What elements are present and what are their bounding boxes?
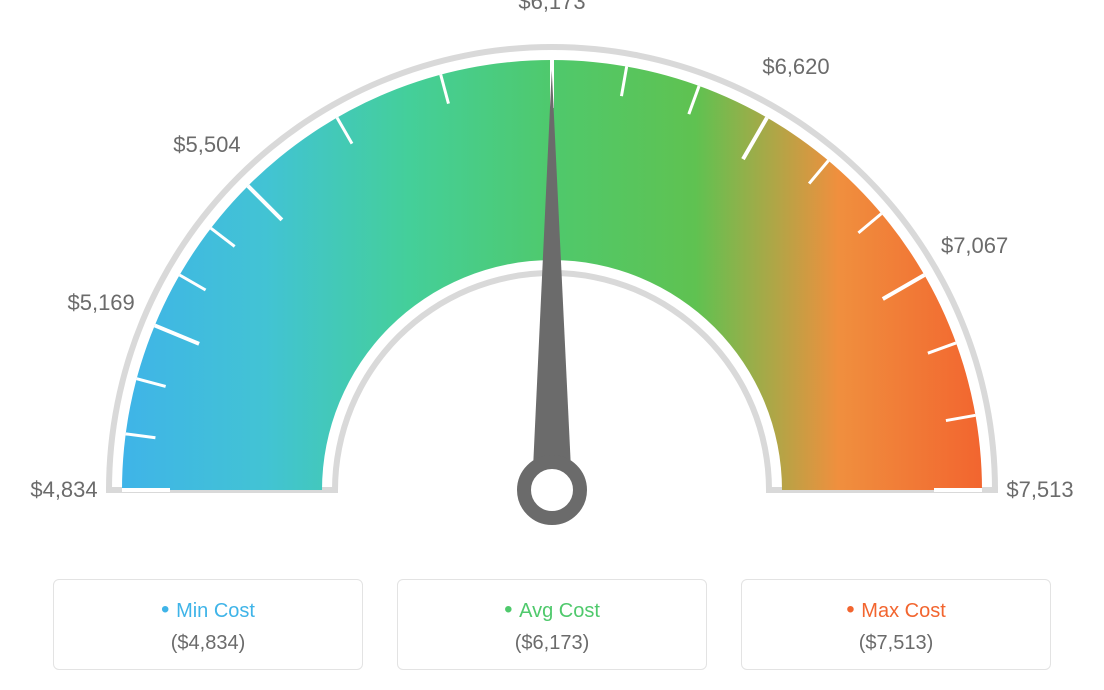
legend-value: ($7,513): [762, 632, 1030, 655]
gauge-svg: [0, 0, 1104, 550]
gauge-tick-label: $7,513: [1006, 477, 1073, 503]
legend-title: Min Cost: [74, 596, 342, 624]
gauge-tick-label: $6,620: [762, 54, 829, 80]
gauge-tick-label: $7,067: [941, 233, 1008, 259]
legend-value: ($4,834): [74, 632, 342, 655]
gauge-tick-label: $5,169: [67, 290, 134, 316]
legend-card-min: Min Cost ($4,834): [53, 579, 363, 670]
gauge-tick-label: $6,173: [518, 0, 585, 15]
cost-gauge: $4,834 $5,169 $5,504 $6,173 $6,620 $7,067 $7,5…: [0, 0, 1104, 550]
legend-title: Max Cost: [762, 596, 1030, 624]
legend-card-max: Max Cost ($7,513): [741, 579, 1051, 670]
legend-row: Min Cost ($4,834) Avg Cost ($6,173) Max Cost…: [0, 579, 1104, 670]
legend-card-avg: Avg Cost ($6,173): [397, 579, 707, 670]
gauge-tick-label: $5,504: [173, 132, 240, 158]
legend-value: ($6,173): [418, 632, 686, 655]
gauge-tick-label: $4,834: [30, 477, 97, 503]
legend-title: Avg Cost: [418, 596, 686, 624]
